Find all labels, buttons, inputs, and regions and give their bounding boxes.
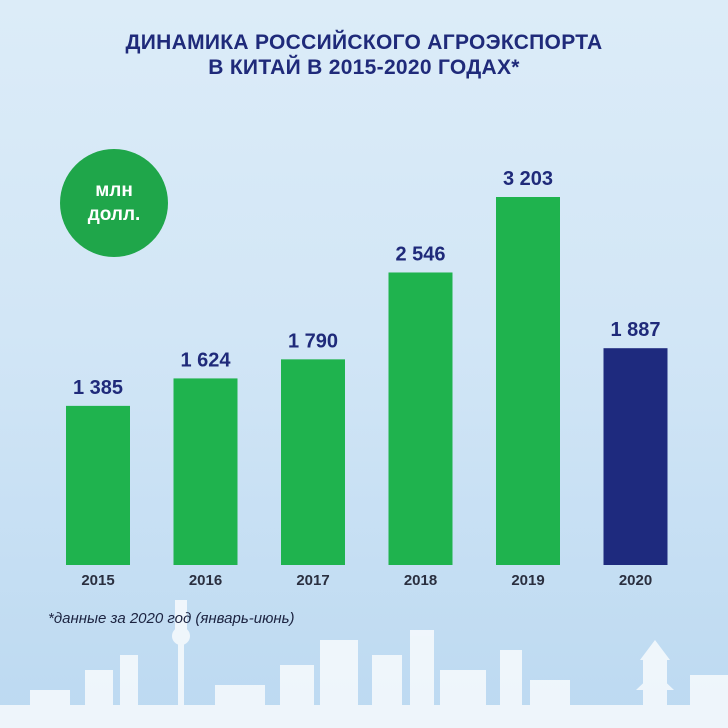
- bar-2018: [388, 272, 453, 565]
- year-label-2016: 2016: [189, 572, 222, 589]
- value-label-2016: 1 624: [180, 349, 231, 371]
- year-label-2020: 2020: [619, 572, 652, 589]
- value-label-2019: 3 203: [503, 168, 553, 190]
- bar-2016: [173, 378, 238, 565]
- bar-2020: [603, 348, 668, 565]
- year-label-2015: 2015: [81, 572, 114, 589]
- value-label-2017: 1 790: [288, 330, 338, 352]
- value-label-2015: 1 385: [73, 377, 123, 399]
- chart-title-line-2: В КИТАЙ В 2015-2020 ГОДАХ*: [208, 56, 520, 79]
- bar-2015: [66, 405, 130, 565]
- value-label-2018: 2 546: [395, 243, 445, 265]
- unit-badge-line-1: млн: [95, 180, 133, 201]
- unit-badge: млн долл.: [60, 149, 168, 257]
- year-label-2017: 2017: [296, 572, 329, 589]
- chart-title-line-1: ДИНАМИКА РОССИЙСКОГО АГРОЭКСПОРТА: [125, 31, 603, 54]
- year-label-2018: 2018: [404, 572, 437, 589]
- chart-title: ДИНАМИКА РОССИЙСКОГО АГРОЭКСПОРТА В КИТА…: [0, 30, 728, 80]
- bar-2017: [281, 359, 345, 565]
- year-label-2019: 2019: [511, 572, 544, 589]
- unit-badge-line-2: долл.: [87, 204, 141, 225]
- bar-2019: [496, 197, 560, 565]
- footnote: *данные за 2020 год (январь-июнь): [48, 610, 295, 627]
- value-label-2020: 1 887: [610, 319, 660, 341]
